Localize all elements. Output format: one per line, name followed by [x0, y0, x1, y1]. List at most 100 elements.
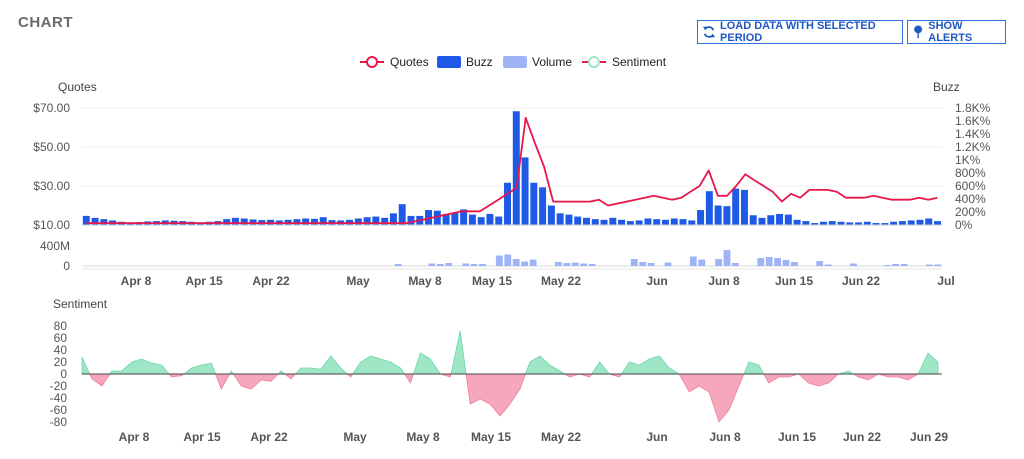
- top-x-tick-label: Apr 15: [185, 274, 223, 288]
- buzz-bar: [91, 217, 99, 225]
- volume-bar: [774, 258, 782, 266]
- volume-bar: [394, 264, 402, 266]
- buzz-bar: [661, 219, 669, 225]
- buzz-bar: [934, 221, 941, 225]
- legend-sentiment-label: Sentiment: [612, 55, 667, 69]
- bottom-x-tick-label: Apr 8: [119, 430, 150, 444]
- volume-bar: [495, 255, 503, 266]
- sentiment-tick-label: 80: [54, 319, 68, 333]
- buzz-bar: [697, 210, 705, 225]
- buzz-tick-label: 0%: [955, 218, 973, 232]
- buzz-bar: [890, 221, 898, 225]
- buzz-bar: [793, 219, 801, 225]
- buzz-bar: [477, 217, 485, 225]
- sentiment-tick-label: -20: [50, 379, 68, 393]
- buzz-bar: [881, 223, 889, 225]
- bottom-x-tick-label: Jun 22: [843, 430, 881, 444]
- legend-quotes-label: Quotes: [390, 55, 429, 69]
- buzz-bar: [714, 205, 722, 225]
- volume-bar: [445, 263, 453, 266]
- volume-bar: [732, 263, 739, 266]
- legend-buzz-swatch: [437, 56, 461, 68]
- buzz-bar: [653, 219, 661, 225]
- sentiment-tick-label: 40: [54, 343, 68, 357]
- bottom-x-tick-label: May 15: [471, 430, 511, 444]
- refresh-icon: [702, 26, 716, 38]
- show-alerts-button[interactable]: SHOW ALERTS: [907, 20, 1006, 44]
- buzz-bar: [855, 222, 863, 225]
- volume-bar: [554, 262, 562, 266]
- buzz-bar: [293, 219, 301, 225]
- buzz-bar: [556, 213, 564, 225]
- top-x-tick-label: May 8: [408, 274, 442, 288]
- buzz-bar: [521, 157, 529, 225]
- buzz-bar: [240, 218, 248, 225]
- top-x-tick-label: Jun 15: [775, 274, 813, 288]
- buzz-bar: [872, 223, 880, 225]
- bottom-x-tick-label: Apr 22: [250, 430, 288, 444]
- volume-bar: [588, 264, 596, 266]
- buzz-bar: [372, 216, 380, 225]
- buzz-axis-title: Buzz: [933, 80, 960, 94]
- buzz-bar: [784, 214, 792, 225]
- buzz-bar: [819, 221, 827, 225]
- volume-bar: [521, 261, 529, 266]
- buzz-bar: [846, 222, 854, 225]
- buzz-bar: [688, 220, 696, 225]
- sentiment-axis-title: Sentiment: [53, 297, 108, 311]
- buzz-bar: [811, 223, 819, 225]
- volume-bar: [900, 264, 908, 266]
- buzz-bar: [363, 217, 371, 225]
- volume-bar: [925, 264, 933, 266]
- volume-bar: [436, 264, 444, 266]
- buzz-bar: [530, 182, 538, 225]
- buzz-bar: [381, 217, 389, 225]
- buzz-bar: [504, 182, 511, 225]
- buzz-bar: [767, 215, 775, 225]
- volume-bar: [664, 262, 672, 266]
- legend-volume-label: Volume: [532, 55, 572, 69]
- top-x-tick-label: May: [346, 274, 370, 288]
- bottom-x-tick-label: Jun 29: [910, 430, 948, 444]
- quotes-tick-label: $50.00: [33, 140, 70, 154]
- volume-bar: [529, 259, 537, 266]
- buzz-bar: [486, 213, 494, 225]
- sentiment-tick-label: 0: [60, 367, 67, 381]
- buzz-tick-label: 200%: [955, 205, 986, 219]
- buzz-bar: [644, 218, 652, 225]
- quotes-tick-label: $10.00: [33, 218, 70, 232]
- legend-buzz-label: Buzz: [466, 55, 493, 69]
- sentiment-tick-label: -80: [50, 415, 68, 429]
- volume-bar: [765, 257, 773, 266]
- buzz-bar: [319, 217, 327, 225]
- page-title: CHART: [18, 14, 73, 31]
- sentiment-negative-area: [81, 374, 939, 423]
- buzz-bar: [100, 219, 108, 225]
- buzz-bar: [583, 217, 590, 225]
- quotes-tick-label: $30.00: [33, 179, 70, 193]
- buzz-tick-label: 600%: [955, 179, 986, 193]
- sentiment-tick-label: -40: [50, 391, 68, 405]
- buzz-bar: [547, 205, 555, 225]
- sentiment-tick-label: 20: [54, 355, 68, 369]
- bottom-x-tick-label: Apr 15: [183, 430, 221, 444]
- buzz-bar: [231, 217, 239, 225]
- buzz-bar: [802, 221, 810, 225]
- buzz-bar: [837, 221, 845, 225]
- buzz-tick-label: 1.8K%: [955, 101, 991, 115]
- show-alerts-button-label: SHOW ALERTS: [928, 20, 973, 44]
- buzz-tick-label: 1.2K%: [955, 140, 991, 154]
- legend-volume-swatch: [503, 56, 527, 68]
- volume-bar: [824, 264, 832, 266]
- load-data-button[interactable]: LOAD DATA WITH SELECTED PERIOD: [697, 20, 903, 44]
- buzz-bar: [916, 219, 924, 225]
- buzz-bar: [82, 215, 90, 225]
- buzz-bar: [495, 216, 503, 225]
- buzz-bar: [723, 206, 731, 225]
- buzz-bar: [679, 219, 687, 225]
- sentiment-tick-label: 60: [54, 331, 68, 345]
- quotes-series-line: [86, 116, 938, 224]
- bottom-x-tick-label: Jun: [646, 430, 667, 444]
- buzz-bar: [468, 214, 476, 225]
- volume-bar: [689, 256, 697, 266]
